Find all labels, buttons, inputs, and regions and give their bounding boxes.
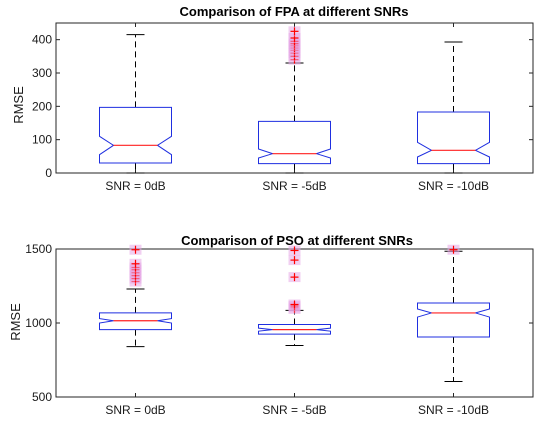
pso-xtick-label: SNR = -5dB bbox=[262, 403, 326, 417]
pso-ytick-label: 1500 bbox=[25, 242, 52, 256]
fpa-xtick-label: SNR = -5dB bbox=[262, 179, 326, 193]
fpa-xtick-label: SNR = -10dB bbox=[418, 179, 489, 193]
pso-xtick-label: SNR = 0dB bbox=[105, 403, 165, 417]
pso-outlier bbox=[290, 246, 299, 255]
fpa-box bbox=[99, 106, 172, 164]
fpa-chart-title: Comparison of FPA at different SNRs bbox=[180, 4, 409, 19]
fpa-ytick-label: 300 bbox=[32, 66, 52, 80]
fpa-box bbox=[258, 120, 331, 165]
pso-outlier bbox=[290, 256, 299, 265]
pso-boxplot: Comparison of PSO at different SNRs RMSE… bbox=[8, 233, 534, 417]
pso-box bbox=[417, 302, 490, 338]
fpa-xtick-label: SNR = 0dB bbox=[105, 179, 165, 193]
pso-box bbox=[99, 312, 172, 331]
fpa-ytick-label: 100 bbox=[32, 133, 52, 147]
pso-outlier bbox=[449, 245, 458, 254]
fpa-ytick-label: 200 bbox=[32, 99, 52, 113]
fpa-y-axis-label: RMSE bbox=[11, 86, 26, 124]
pso-ytick-label: 1000 bbox=[25, 316, 52, 330]
pso-outlier bbox=[290, 300, 299, 309]
pso-outlier bbox=[290, 273, 299, 282]
fpa-outlier bbox=[290, 27, 299, 36]
pso-y-axis-label: RMSE bbox=[8, 303, 23, 341]
pso-outlier bbox=[131, 259, 140, 268]
pso-chart-title: Comparison of PSO at different SNRs bbox=[181, 233, 413, 248]
pso-box bbox=[258, 323, 331, 335]
fpa-box bbox=[417, 111, 490, 165]
pso-outlier bbox=[131, 245, 140, 254]
fpa-boxplot: Comparison of FPA at different SNRs RMSE… bbox=[11, 4, 534, 193]
pso-xtick-label: SNR = -10dB bbox=[418, 403, 489, 417]
fpa-ytick-label: 0 bbox=[45, 166, 52, 180]
fpa-ytick-label: 400 bbox=[32, 33, 52, 47]
pso-ytick-label: 500 bbox=[32, 390, 52, 404]
